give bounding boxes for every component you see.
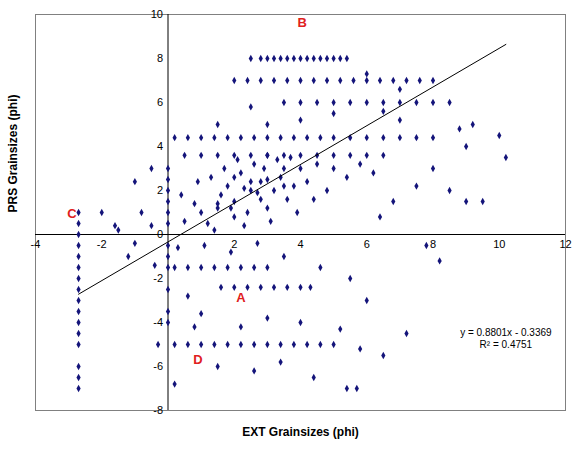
svg-text:-2: -2: [97, 238, 107, 250]
svg-text:EXT Grainsizes (phi): EXT Grainsizes (phi): [242, 425, 359, 439]
svg-text:PRS Grainsizes (phi): PRS Grainsizes (phi): [6, 94, 20, 212]
svg-text:4: 4: [297, 238, 303, 250]
svg-text:10: 10: [151, 8, 163, 20]
svg-text:B: B: [297, 15, 306, 30]
svg-text:-2: -2: [153, 272, 163, 284]
svg-text:8: 8: [430, 238, 436, 250]
svg-text:6: 6: [364, 238, 370, 250]
svg-text:10: 10: [493, 238, 505, 250]
svg-text:D: D: [193, 352, 202, 367]
svg-text:-4: -4: [153, 316, 163, 328]
svg-text:-8: -8: [153, 404, 163, 416]
svg-text:2: 2: [157, 184, 163, 196]
svg-text:A: A: [236, 290, 246, 305]
svg-text:0: 0: [157, 228, 163, 240]
svg-text:8: 8: [157, 52, 163, 64]
svg-text:C: C: [67, 206, 77, 221]
svg-text:6: 6: [157, 96, 163, 108]
svg-text:2: 2: [231, 238, 237, 250]
svg-text:R² = 0.4751: R² = 0.4751: [480, 339, 533, 350]
svg-text:-6: -6: [153, 360, 163, 372]
svg-text:12: 12: [559, 238, 571, 250]
svg-text:y = 0.8801x - 0.3369: y = 0.8801x - 0.3369: [460, 327, 552, 338]
svg-text:-4: -4: [31, 238, 41, 250]
svg-text:4: 4: [157, 140, 163, 152]
